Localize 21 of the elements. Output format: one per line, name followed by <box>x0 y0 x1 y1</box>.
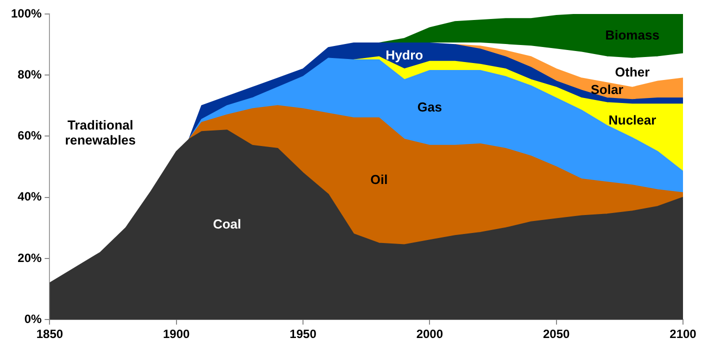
x-tick-label: 1900 <box>163 327 190 342</box>
y-tick-label: 20% <box>18 250 42 265</box>
series-label: Solar <box>590 82 624 97</box>
x-tick-label: 2050 <box>542 327 570 342</box>
x-tick-label: 1850 <box>36 327 64 342</box>
y-tick-label: 100% <box>10 6 42 20</box>
series-label: Oil <box>370 172 388 188</box>
y-tick-label: 40% <box>18 190 42 204</box>
series-label: Other <box>615 64 650 80</box>
y-tick-label: 0% <box>24 312 42 326</box>
x-tick-label: 2100 <box>670 327 697 342</box>
series-label: Traditional renewables <box>64 117 136 148</box>
y-tick-label: 60% <box>18 128 42 143</box>
series-label: Coal <box>212 216 242 232</box>
series-label: Gas <box>417 100 442 115</box>
series-label: Biomass <box>605 28 660 43</box>
y-tick-label: 80% <box>18 67 42 82</box>
x-tick-label: 1950 <box>290 327 317 342</box>
series-label: Hydro <box>386 48 424 63</box>
x-tick-label: 2000 <box>416 327 444 342</box>
series-label: Nuclear <box>608 112 656 128</box>
